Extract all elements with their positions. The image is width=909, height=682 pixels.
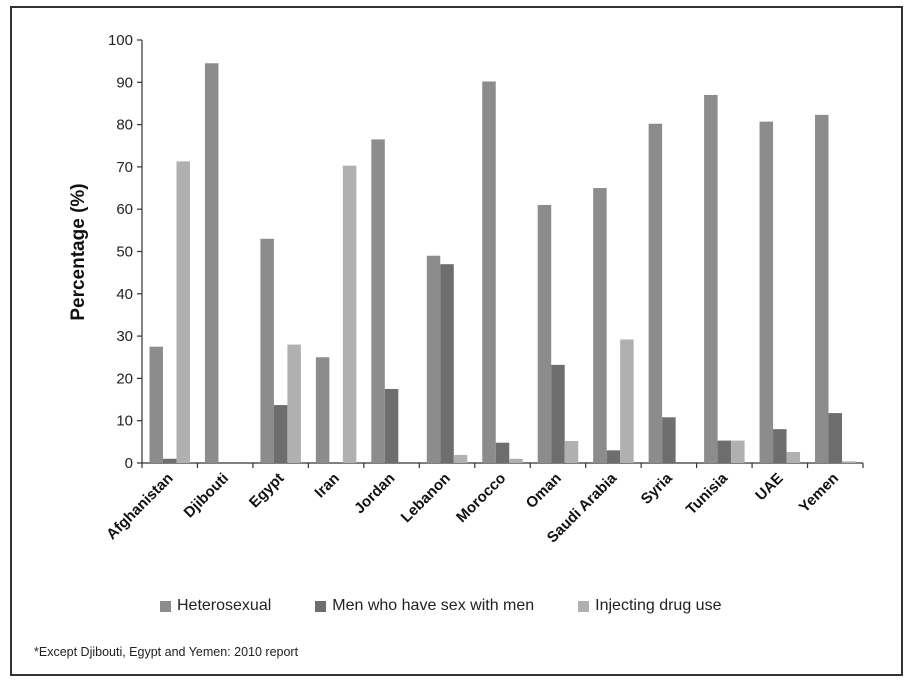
bar	[440, 264, 454, 463]
y-tick-label: 60	[116, 201, 133, 218]
bar	[453, 454, 468, 463]
y-tick-label: 70	[116, 159, 133, 176]
bar	[509, 458, 523, 463]
x-tick-label: UAE	[752, 470, 786, 504]
x-tick-label: Morocco	[453, 470, 509, 526]
y-axis: 0 10 20 30 40 50 60 70 80 90 100	[108, 32, 143, 472]
bar	[204, 63, 219, 463]
x-tick-label: Yemen	[796, 470, 842, 516]
legend-item-heterosexual: Heterosexual	[160, 597, 271, 615]
x-tick-label: Tunisia	[683, 469, 732, 518]
x-axis: Afghanistan Djibouti Egypt Iran Jordan Lebano…	[103, 462, 864, 546]
bar	[162, 458, 177, 463]
y-tick-label: 100	[108, 32, 133, 49]
bar	[815, 114, 829, 463]
legend-item-injecting-drug-use: Injecting drug use	[578, 597, 721, 615]
y-tick-label: 30	[116, 328, 133, 345]
legend-label: Injecting drug use	[595, 597, 722, 614]
bar	[620, 339, 634, 463]
bar	[731, 440, 745, 463]
bar	[273, 405, 288, 463]
legend-item-msm: Men who have sex with men	[315, 597, 534, 615]
bar	[176, 161, 190, 463]
bar	[551, 364, 565, 463]
footnote: *Except Djibouti, Egypt and Yemen: 2010 …	[34, 645, 299, 659]
bar	[384, 388, 399, 463]
y-tick-label: 80	[116, 117, 133, 134]
bar	[773, 429, 787, 463]
bar	[342, 165, 357, 464]
legend-swatch	[578, 600, 590, 612]
bar	[537, 204, 552, 463]
x-tick-label: Jordan	[351, 470, 398, 517]
legend-label: Men who have sex with men	[332, 597, 535, 614]
legend-label: Heterosexual	[177, 597, 272, 614]
y-axis-label: Percentage (%)	[68, 183, 89, 320]
chart-frame	[10, 6, 903, 676]
legend-swatch	[160, 600, 171, 612]
bar	[786, 452, 801, 463]
bar	[759, 121, 774, 463]
x-tick-label: Djibouti	[181, 470, 232, 521]
bar	[717, 440, 732, 463]
x-tick-label: Lebanon	[398, 470, 454, 526]
x-tick-label: Syria	[638, 469, 676, 507]
bar	[662, 417, 676, 463]
y-tick-label: 20	[116, 370, 133, 387]
bar	[482, 81, 496, 463]
legend-swatch	[315, 600, 327, 612]
bar	[260, 238, 274, 463]
bar	[564, 441, 579, 463]
y-tick-label: 90	[116, 74, 133, 91]
x-tick-label: Oman	[523, 470, 565, 512]
y-tick-label: 40	[116, 286, 133, 303]
bar	[606, 450, 621, 463]
bar	[495, 442, 510, 463]
bar	[287, 344, 301, 463]
y-tick-label: 50	[116, 244, 133, 261]
bar	[315, 357, 330, 463]
x-tick-label: Egypt	[246, 470, 287, 511]
y-tick-label: 0	[125, 455, 133, 472]
y-tick-label: 10	[116, 413, 133, 430]
bar	[149, 346, 163, 463]
bar	[704, 94, 718, 464]
bar	[593, 188, 607, 464]
legend: Heterosexual Men who have sex with men I…	[160, 597, 721, 615]
bar	[828, 413, 843, 463]
bar	[426, 255, 441, 463]
x-tick-label: Afghanistan	[103, 470, 176, 543]
bar	[842, 461, 856, 463]
bars	[149, 63, 856, 464]
bar	[648, 123, 663, 463]
bar	[371, 139, 385, 463]
x-tick-label: Iran	[311, 470, 342, 501]
